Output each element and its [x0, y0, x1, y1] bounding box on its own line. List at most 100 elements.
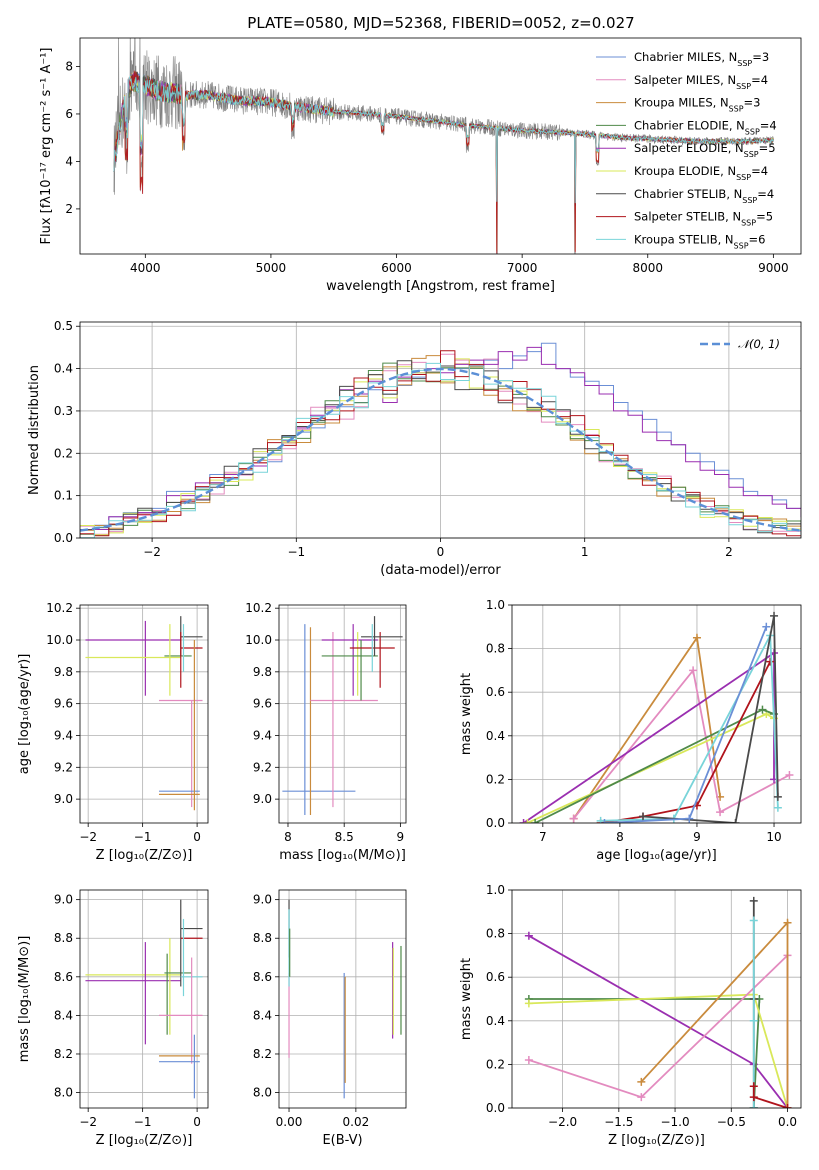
x-axis-label: wavelength [Angstrom, rest frame]: [326, 279, 555, 294]
weight-line: [572, 668, 790, 820]
x-tick-label: −1.5: [604, 1115, 633, 1129]
y-tick-label: 0.0: [486, 1101, 505, 1115]
x-tick-label: −1.0: [660, 1115, 689, 1129]
y-tick-label: 9.6: [54, 697, 73, 711]
x-tick-label: −0.5: [717, 1115, 746, 1129]
y-tick-label: 9.0: [253, 792, 272, 806]
weight-line: [523, 651, 775, 823]
axes-frame: [79, 604, 209, 824]
x-axis-label: (data-model)/error: [380, 563, 501, 578]
y-tick-label: 0.2: [486, 772, 505, 786]
weight-marker: [524, 999, 533, 1008]
axes-frame: [79, 889, 209, 1109]
figure-title: PLATE=0580, MJD=52368, FIBERID=0052, z=0…: [247, 14, 634, 32]
y-tick-label: 10.0: [245, 633, 272, 647]
y-tick-label: 8.8: [54, 931, 73, 945]
x-tick-label: 2: [725, 545, 733, 559]
x-tick-label: 9: [397, 830, 405, 844]
y-tick-label: 2: [65, 202, 73, 216]
legend-entry: Chabrier STELIB, NSSP=4: [634, 187, 774, 205]
weight-marker: [523, 819, 532, 823]
x-tick-label: 5000: [256, 261, 287, 275]
weight-marker: [770, 611, 779, 620]
x-tick-label: 7: [539, 830, 547, 844]
weight-marker: [783, 918, 792, 927]
weight-line: [600, 632, 779, 822]
gaussian-curve: [80, 367, 801, 532]
weight-marker: [569, 814, 578, 823]
x-tick-label: 9: [693, 830, 701, 844]
y-tick-label: 10.2: [245, 601, 272, 615]
y-axis-label: mass [log₁₀(M/M⊙)]: [17, 936, 32, 1063]
panel-mass-vs-EBV: 0.00 0.02 8.0 8.2 8.4 8.6 8.8 9.0 E(B-V): [253, 889, 407, 1148]
weight-marker: [524, 1056, 533, 1065]
y-tick-label: 0.2: [486, 1057, 505, 1071]
y-axis-label: Flux [fλ10⁻¹⁷ erg cm⁻² s⁻¹ A⁻¹]: [39, 48, 54, 245]
legend-entry: Chabrier MILES, NSSP=3: [634, 50, 769, 68]
axes-frame: [79, 321, 802, 539]
legend-entry: 𝒩(0, 1): [738, 337, 780, 351]
histogram-series: [80, 362, 801, 538]
weight-marker: [749, 896, 758, 905]
y-tick-label: 6: [65, 107, 73, 121]
y-tick-label: 9.2: [54, 760, 73, 774]
x-tick-label: 0.00: [276, 1115, 303, 1129]
y-tick-label: 1.0: [486, 883, 505, 897]
y-tick-label: 8.6: [253, 970, 272, 984]
y-tick-label: 10.2: [46, 601, 73, 615]
x-tick-label: 1: [581, 545, 589, 559]
panel-residuals: −2 −1 0 1 2 0.0 0.1 0.2 0.3 0.4 0.5 (data-model)/er…: [27, 319, 802, 578]
panel-spectrum: 4000 5000 6000 7000 8000 9000 2 4 6 8 wavelength […: [39, 37, 802, 294]
weight-marker: [689, 666, 698, 675]
x-tick-label: 6000: [381, 261, 412, 275]
weight-marker: [692, 633, 701, 642]
weight-marker: [783, 1104, 792, 1108]
x-tick-label: −2: [143, 545, 161, 559]
histogram-series: [80, 350, 801, 538]
y-tick-label: 8.2: [54, 1047, 73, 1061]
legend-entry: Kroupa ELODIE, NSSP=4: [634, 164, 768, 182]
y-axis-label: age [log₁₀(age/yr)]: [17, 654, 32, 775]
y-tick-label: 0.3: [54, 404, 73, 418]
y-tick-label: 0.6: [486, 685, 505, 699]
y-axis-label: mass weight: [459, 673, 474, 755]
plot-area: [282, 616, 403, 816]
y-tick-label: 0.1: [54, 489, 73, 503]
x-tick-label: 4000: [130, 261, 161, 275]
x-tick-label: −2.0: [548, 1115, 577, 1129]
weight-marker: [749, 1082, 758, 1091]
weight-marker: [766, 657, 775, 666]
x-tick-label: 8.5: [335, 830, 354, 844]
weight-line: [528, 993, 789, 1108]
y-tick-label: 9.0: [253, 893, 272, 907]
x-tick-label: 0: [193, 1115, 201, 1129]
weight-marker: [762, 622, 771, 631]
x-tick-label: 8: [284, 830, 292, 844]
y-tick-label: 9.8: [54, 665, 73, 679]
legend-entry: Kroupa MILES, NSSP=3: [634, 96, 760, 114]
y-tick-label: 0.2: [54, 446, 73, 460]
model-spectrum: [113, 71, 774, 206]
y-tick-label: 9.4: [54, 728, 73, 742]
weight-marker: [596, 816, 605, 823]
weight-marker: [600, 819, 609, 823]
y-tick-label: 8.8: [253, 931, 272, 945]
legend-entry: Salpeter ELODIE, NSSP=5: [634, 141, 776, 159]
y-tick-label: 0.0: [54, 531, 73, 545]
x-tick-label: −1: [134, 830, 152, 844]
weight-marker: [749, 1093, 758, 1102]
y-tick-label: 9.4: [253, 728, 272, 742]
y-tick-label: 8: [65, 59, 73, 73]
x-tick-label: 8: [616, 830, 624, 844]
axes-frame: [278, 604, 407, 824]
y-tick-label: 0.6: [486, 970, 505, 984]
plot-area: [288, 899, 402, 1099]
y-tick-label: 0.5: [54, 319, 73, 333]
legend-entry: Kroupa STELIB, NSSP=6: [634, 232, 765, 250]
y-tick-label: 4: [65, 154, 73, 168]
axes-frame: [79, 37, 802, 255]
y-tick-label: 9.2: [253, 760, 272, 774]
weight-marker: [749, 916, 758, 925]
weight-marker: [716, 808, 725, 817]
legend-entry: Chabrier ELODIE, NSSP=4: [634, 118, 777, 136]
